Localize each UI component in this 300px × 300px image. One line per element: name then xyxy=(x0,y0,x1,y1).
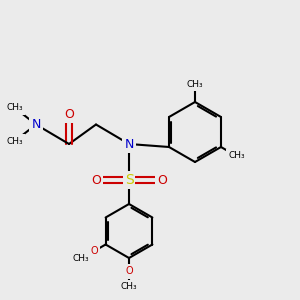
Text: O: O xyxy=(90,246,98,256)
Text: O: O xyxy=(157,173,167,187)
Text: CH₃: CH₃ xyxy=(121,282,137,291)
Text: CH₃: CH₃ xyxy=(187,80,203,88)
Text: CH₃: CH₃ xyxy=(7,103,23,112)
Text: O: O xyxy=(125,266,133,277)
Text: CH₃: CH₃ xyxy=(7,136,23,146)
Text: N: N xyxy=(124,137,134,151)
Text: S: S xyxy=(124,173,134,187)
Text: CH₃: CH₃ xyxy=(73,254,89,263)
Text: O: O xyxy=(91,173,101,187)
Text: O: O xyxy=(64,107,74,121)
Text: CH₃: CH₃ xyxy=(228,152,245,160)
Text: N: N xyxy=(31,118,41,131)
